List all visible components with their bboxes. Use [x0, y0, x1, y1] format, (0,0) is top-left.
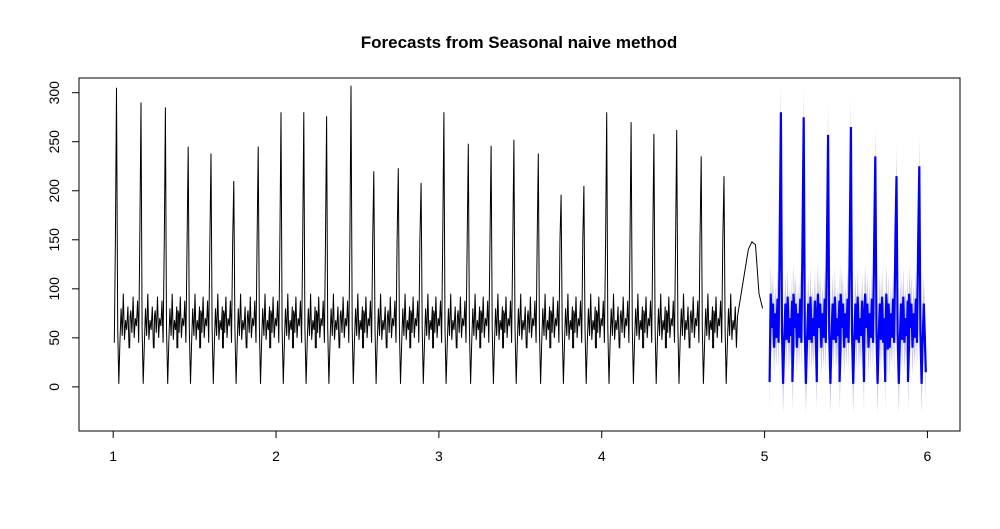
chart-title: Forecasts from Seasonal naive method: [361, 33, 678, 52]
y-tick-label: 0: [46, 383, 62, 391]
plot-area: [113, 82, 927, 414]
y-tick-label: 150: [46, 228, 62, 252]
y-tick-label: 100: [46, 277, 62, 301]
x-tick-label: 4: [598, 448, 606, 464]
y-tick-label: 200: [46, 179, 62, 203]
x-tick-label: 5: [761, 448, 769, 464]
y-tick-label: 250: [46, 130, 62, 154]
y-tick-label: 50: [46, 330, 62, 346]
x-tick-label: 6: [924, 448, 932, 464]
observed-series-line: [113, 85, 764, 384]
x-tick-label: 3: [435, 448, 443, 464]
x-tick-label: 2: [272, 448, 280, 464]
x-tick-label: 1: [109, 448, 117, 464]
y-tick-label: 300: [46, 81, 62, 105]
axes: 1 2 3 4 5 6 0 50 100 150 200 250 300: [46, 81, 932, 464]
forecast-series-line: [768, 112, 927, 384]
